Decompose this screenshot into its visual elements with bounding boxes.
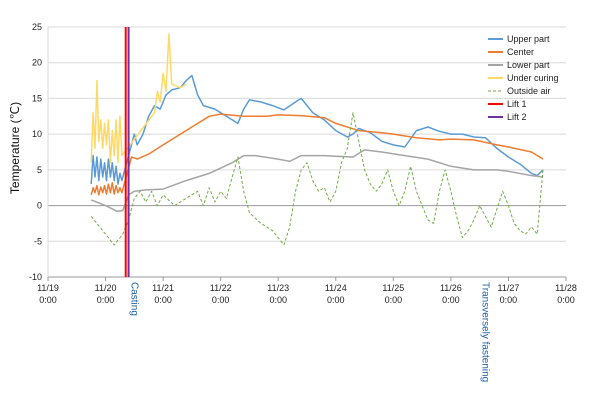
series-line-under-curing	[90, 33, 187, 164]
legend-entry: Center	[507, 47, 534, 57]
x-tick-date: 11/23	[267, 283, 289, 293]
legend: Upper part Center Lower part Under curing Ou…	[488, 34, 559, 122]
y-tick-label: -5	[34, 236, 42, 246]
legend-entry: Outside air	[507, 86, 551, 96]
series-line-upper-part	[90, 74, 544, 185]
series-line-lower-part	[90, 149, 544, 213]
x-tick-date: 11/26	[440, 283, 462, 293]
axes	[47, 27, 566, 278]
x-tick-date: 11/22	[210, 283, 232, 293]
x-tick-time: 0:00	[154, 295, 172, 305]
y-tick-label: 0	[37, 201, 42, 211]
x-tick-date: 11/28	[555, 283, 577, 293]
annotation-0: Casting	[129, 282, 140, 316]
y-axis-label: Temperature (℃)	[8, 102, 22, 194]
x-tick-time: 0:00	[39, 295, 57, 305]
x-tick-time: 0:00	[442, 295, 460, 305]
x-tick-time: 0:00	[385, 295, 403, 305]
legend-entry: Lift 1	[507, 99, 527, 109]
x-tick-time: 0:00	[500, 295, 518, 305]
legend-entry: Lift 2	[507, 112, 527, 122]
y-tick-label: 5	[37, 165, 42, 175]
y-tick-label: 20	[32, 58, 42, 68]
y-tick-label: 15	[32, 93, 42, 103]
x-tick-date: 11/27	[498, 283, 520, 293]
x-tick-date: 11/25	[382, 283, 404, 293]
legend-entry: Lower part	[507, 60, 550, 70]
x-tick-time: 0:00	[557, 295, 575, 305]
x-tick-time: 0:00	[327, 295, 345, 305]
x-tick-time: 0:00	[97, 295, 115, 305]
y-tick-label: -10	[29, 272, 42, 282]
x-tick-date: 11/20	[95, 283, 117, 293]
annotation-1: Transversely fastening	[480, 282, 491, 382]
series-line-outside-air	[90, 112, 544, 246]
y-tick-label: 25	[32, 22, 42, 32]
x-tick-date: 11/24	[325, 283, 347, 293]
series-line-center	[90, 113, 544, 196]
x-tick-time: 0:00	[212, 295, 230, 305]
x-tick-date: 11/19	[37, 283, 59, 293]
series-lines	[90, 27, 544, 277]
x-tick-date: 11/21	[152, 283, 174, 293]
y-tick-label: 10	[32, 129, 42, 139]
legend-entry: Upper part	[507, 34, 550, 44]
tick-labels: -10 -5 0 5 10 15 20 25 11/19 0:00 11/20 0:00 11/21 0:…	[29, 22, 577, 305]
x-tick-time: 0:00	[269, 295, 287, 305]
legend-entry: Under curing	[507, 73, 559, 83]
annotations: Casting Transversely fastening	[129, 282, 491, 382]
